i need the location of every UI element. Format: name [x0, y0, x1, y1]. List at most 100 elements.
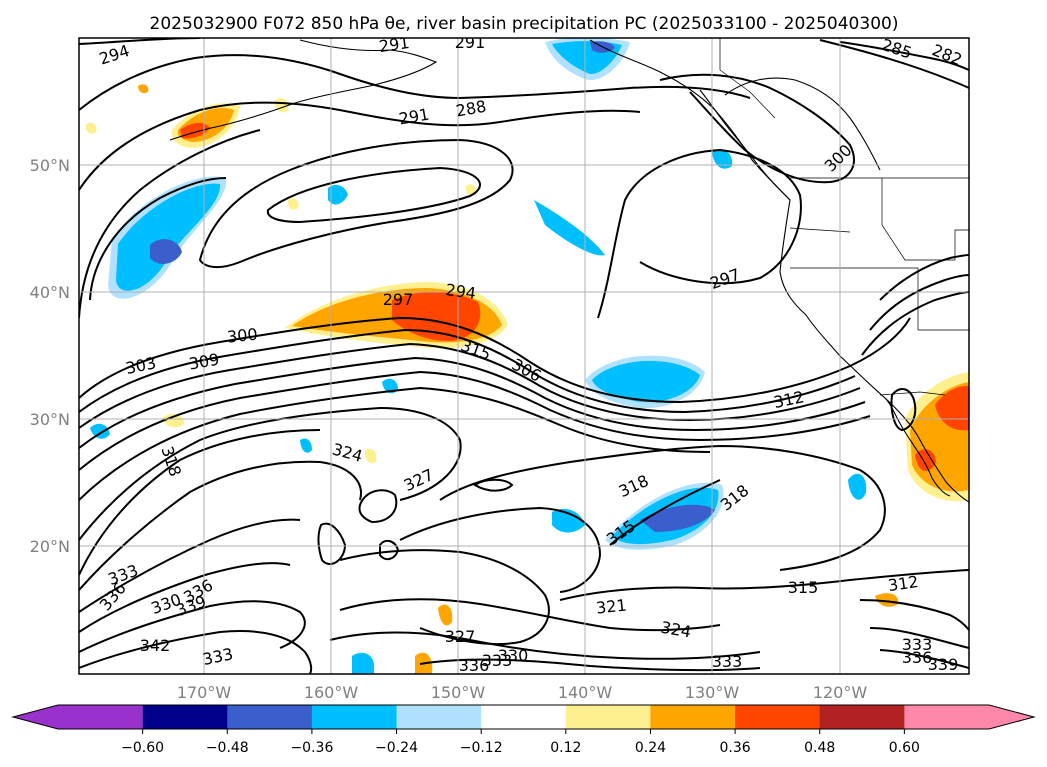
lon-label-140w: 140°W [558, 683, 613, 702]
british-columbia-coast [699, 89, 791, 201]
positive-anomaly-area [875, 593, 899, 607]
map-frame [78, 37, 970, 675]
negative-anomaly-area [90, 423, 110, 439]
theta-e-contour [198, 138, 514, 268]
colorbar-swatch [650, 705, 736, 729]
lat-label-40n: 40°N [30, 283, 70, 302]
positive-anomaly-area [287, 198, 299, 210]
colorbar-swatch [819, 705, 905, 729]
theta-e-contour [890, 388, 917, 432]
negative-anomaly-area [300, 438, 312, 453]
colorbar-tick-label: −0.48 [206, 740, 249, 756]
negative-anomaly-area [150, 239, 182, 264]
contour-label: 336 [459, 656, 490, 675]
shading-layer [85, 38, 969, 674]
colorbar-tick-label: −0.24 [375, 740, 418, 756]
contour-label: 327 [445, 627, 476, 646]
theta-e-contour [79, 429, 321, 576]
lat-label-50n: 50°N [30, 156, 70, 175]
colorbar-tick-label: 0.24 [635, 740, 666, 756]
theta-e-contour [859, 599, 969, 669]
colorbar-swatch [142, 705, 228, 729]
theta-e-contour [79, 370, 871, 471]
positive-anomaly-area [85, 122, 97, 134]
colorbar-tick-label: −0.36 [290, 740, 333, 756]
negative-anomaly-area [712, 149, 733, 169]
colorbar: −0.60 −0.48 −0.36 −0.24 −0.12 0.12 0.24 0.36 0.4… [11, 704, 1036, 756]
baja-coastline [884, 397, 951, 497]
theta-e-contour [439, 444, 886, 571]
colorbar-ticks: −0.60 −0.48 −0.36 −0.24 −0.12 0.12 0.24 0.36 0.4… [121, 729, 920, 756]
theta-e-contour [419, 658, 761, 672]
negative-anomaly-area [848, 473, 867, 500]
theta-e-contour [79, 54, 751, 111]
figure-title: 2025032900 F072 850 hPa θe, river basin … [150, 14, 899, 34]
theta-e-contour [379, 539, 400, 561]
north-america-coastline [589, 39, 969, 503]
theta-e-contour [79, 600, 306, 653]
gridlines [79, 38, 969, 674]
latitude-labels: 50°N 40°N 30°N 20°N [30, 156, 70, 556]
contour-label: 342 [140, 636, 171, 655]
positive-anomaly-area [162, 413, 184, 428]
theta-e-contour [861, 254, 969, 356]
theta-e-contour [329, 631, 761, 660]
alaska-interior-coast [724, 77, 881, 171]
contour-label: 294 [444, 280, 477, 303]
colorbar-swatch [396, 705, 482, 729]
contour-label: 330 [498, 646, 529, 665]
theta-e-contour [79, 518, 301, 613]
colorbar-tick-label: 0.12 [550, 740, 581, 756]
contour-label: 336 [902, 648, 933, 667]
map-panel: 294 291 291 291 288 285 282 300 297 297 … [79, 33, 969, 675]
lon-label-160w: 160°W [304, 683, 359, 702]
us-state-borders [789, 178, 969, 331]
theta-e-contour [317, 522, 347, 565]
contour-label: 291 [455, 33, 486, 52]
theta-e-contour [266, 166, 481, 224]
alaska-coastline [291, 39, 438, 105]
theta-e-contour [79, 460, 362, 591]
lon-label-170w: 170°W [177, 683, 232, 702]
lat-label-30n: 30°N [30, 410, 70, 429]
theta-e-contour [559, 569, 969, 601]
contour-label: 321 [595, 595, 627, 617]
contour-label: 333 [712, 652, 743, 671]
theta-e-contour [473, 478, 514, 492]
positive-anomaly-area [364, 448, 377, 464]
negative-anomaly-area [592, 360, 700, 403]
colorbar-outline [11, 704, 1036, 730]
positive-anomaly-area [138, 84, 149, 94]
theta-e-contour [399, 506, 602, 593]
theta-e-contour [79, 386, 711, 501]
theta-e-contour [609, 479, 721, 546]
theta-e-contour [79, 630, 313, 674]
colorbar-tick-label: 0.60 [889, 740, 920, 756]
positive-anomaly-area [438, 604, 453, 626]
colorbar-swatch [565, 705, 651, 729]
contour-label: 339 [928, 655, 959, 674]
colorbar-tick-label: −0.60 [121, 740, 164, 756]
colorbar-swatch [311, 705, 398, 729]
contour-label: 300 [226, 324, 258, 346]
alaska-peninsula [169, 103, 293, 141]
lon-label-120w: 120°W [813, 683, 868, 702]
contour-label: 333 [902, 635, 933, 654]
colorbar-tick-label: 0.48 [804, 740, 835, 756]
contour-label: 291 [378, 33, 411, 56]
contour-label: 312 [887, 572, 920, 595]
colorbar-swatch [481, 705, 567, 729]
negative-anomaly-area [352, 652, 374, 674]
colorbar-swatch [904, 705, 1034, 729]
contour-label: 297 [383, 290, 414, 309]
colorbar-swatch [735, 705, 821, 729]
longitude-labels: 170°W 160°W 150°W 140°W 130°W 120°W [177, 683, 868, 702]
contour-label: 315 [788, 578, 819, 597]
theta-e-contour [819, 39, 969, 89]
theta-e-contour [358, 489, 398, 524]
theta-e-contour [339, 598, 721, 632]
negative-anomaly-area [382, 378, 398, 394]
lon-label-150w: 150°W [431, 683, 486, 702]
contour-label: 333 [482, 651, 513, 670]
